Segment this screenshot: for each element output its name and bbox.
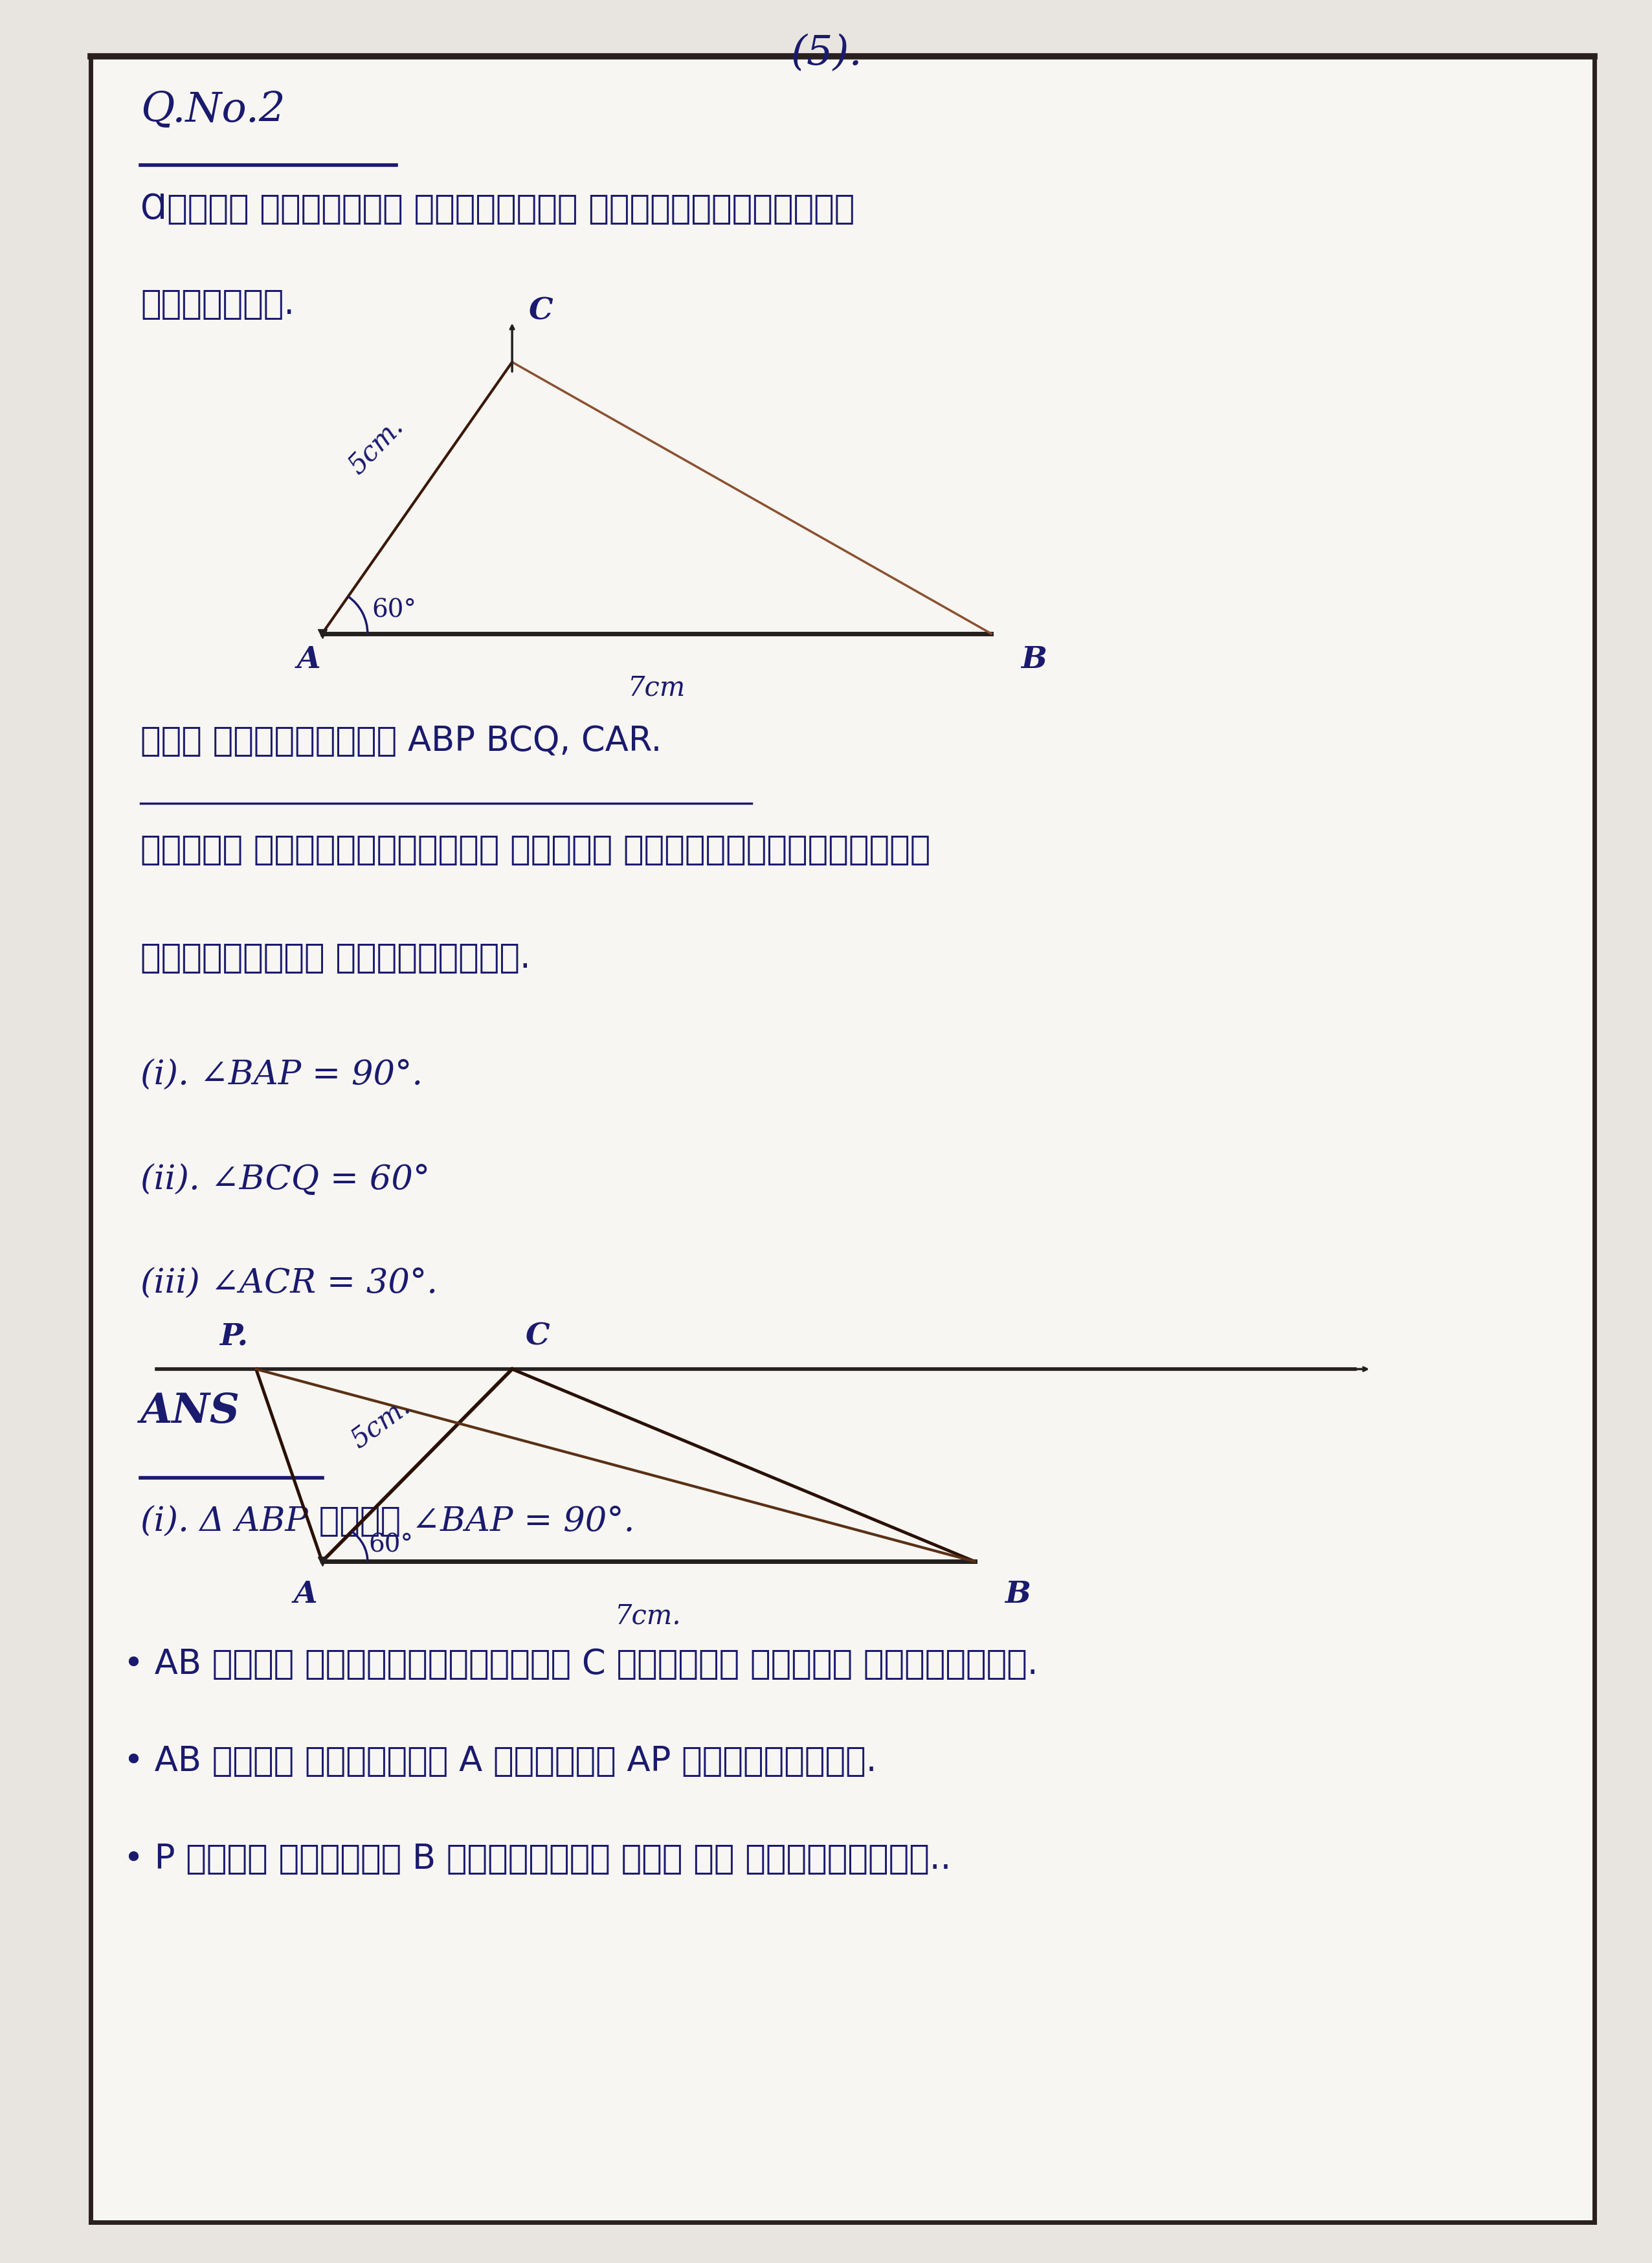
- Text: C: C: [525, 1322, 550, 1351]
- FancyBboxPatch shape: [91, 57, 1594, 2222]
- Text: എന്നീ ത്രികോണങ്ങല് ചുവടെ പറഞ്ഞിരിക്കുന്ന: എന്നീ ത്രികോണങ്ങല് ചുവടെ പറഞ്ഞിരിക്കുന്ന: [140, 833, 930, 867]
- Text: Ɑഭവടെ കാണുന്ന ട്രികോണം നോട്ടബുക്കില്: Ɑഭവടെ കാണുന്ന ട്രികോണം നോട്ടബുക്കില്: [140, 192, 854, 226]
- Text: P.: P.: [220, 1322, 248, 1351]
- Text: 60°: 60°: [372, 597, 416, 622]
- Text: • AB യുടെ സമാനാന്തരമായി C യിലൂടെ ഒരുവര വയ്ക്കുക.: • AB യുടെ സമാനാന്തരമായി C യിലൂടെ ഒരുവര വ…: [124, 1647, 1039, 1681]
- Text: A: A: [297, 645, 320, 674]
- Text: (i). Δ ABP യില് ∠BAP = 90°.: (i). Δ ABP യില് ∠BAP = 90°.: [140, 1505, 634, 1539]
- Text: 7cm: 7cm: [628, 674, 686, 702]
- Text: വരക്കുക.: വരക്കുക.: [140, 287, 294, 321]
- Text: 60°: 60°: [368, 1532, 413, 1557]
- Text: 5cm.: 5cm.: [344, 412, 408, 480]
- Text: ANS: ANS: [140, 1392, 240, 1432]
- Text: • P യില് നിന്ന് B യിലെക്ക് ഒരു വര വരയ്ക്കുക..: • P യില് നിന്ന് B യിലെക്ക് ഒരു വര വരയ്ക്…: [124, 1842, 952, 1876]
- Text: (5).: (5).: [790, 34, 862, 75]
- Text: • AB യുടെ ലംബമായി A യിലൂടെ AP വരയ്ക്കുക.: • AB യുടെ ലംബമായി A യിലൂടെ AP വരയ്ക്കുക.: [124, 1745, 877, 1779]
- Text: (i). ∠BAP = 90°.: (i). ∠BAP = 90°.: [140, 1059, 423, 1093]
- Text: ഇതേ പരപ്പുള്ള ABP BCQ, CAR.: ഇതേ പരപ്പുള്ള ABP BCQ, CAR.: [140, 724, 662, 758]
- Text: A: A: [294, 1580, 317, 1609]
- Text: B: B: [1004, 1580, 1031, 1609]
- Text: അളവുകളില് വരയ്ക്കുക.: അളവുകളില് വരയ്ക്കുക.: [140, 941, 530, 975]
- Text: 5cm.: 5cm.: [345, 1392, 416, 1453]
- Text: (ii). ∠BCQ = 60°: (ii). ∠BCQ = 60°: [140, 1163, 430, 1197]
- Text: 7cm.: 7cm.: [615, 1602, 682, 1629]
- Text: C: C: [529, 296, 553, 326]
- Text: Q.No.2: Q.No.2: [140, 91, 286, 131]
- Text: (iii) ∠ACR = 30°.: (iii) ∠ACR = 30°.: [140, 1267, 438, 1301]
- Text: B: B: [1021, 645, 1047, 674]
